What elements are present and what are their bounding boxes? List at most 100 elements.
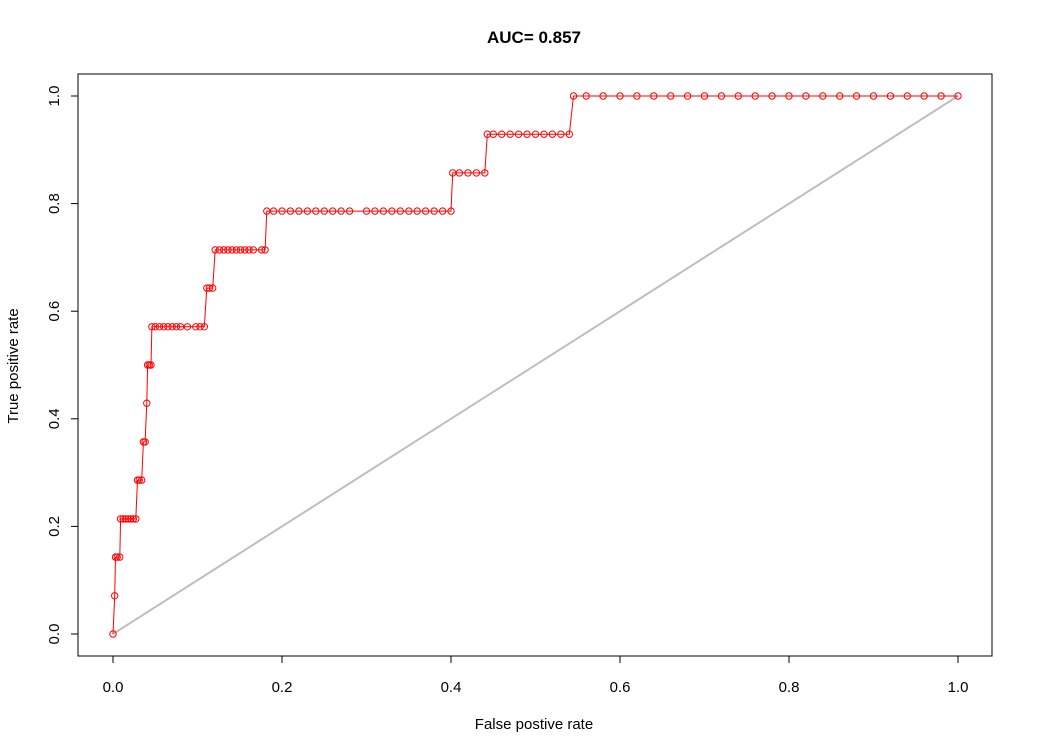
roc-point bbox=[396, 207, 404, 215]
roc-point bbox=[129, 515, 138, 523]
roc-point bbox=[232, 246, 241, 254]
roc-point bbox=[388, 207, 396, 215]
roc-point bbox=[329, 207, 337, 215]
roc-point bbox=[205, 284, 214, 292]
roc-point bbox=[113, 553, 121, 561]
y-tick-label: 0.6 bbox=[46, 301, 63, 322]
roc-point bbox=[506, 130, 514, 138]
roc-point bbox=[132, 515, 140, 523]
roc-point bbox=[362, 207, 371, 215]
chart-title: AUC= 0.857 bbox=[487, 28, 581, 47]
roc-point bbox=[116, 553, 124, 561]
roc-point bbox=[464, 169, 472, 177]
roc-point bbox=[531, 130, 540, 138]
y-tick-label: 1.0 bbox=[46, 86, 63, 107]
roc-point bbox=[548, 130, 557, 138]
roc-point bbox=[211, 246, 219, 254]
roc-point bbox=[540, 130, 548, 138]
roc-point bbox=[269, 207, 278, 215]
roc-point bbox=[405, 207, 413, 215]
roc-point bbox=[523, 130, 531, 138]
roc-point bbox=[228, 246, 236, 254]
roc-point bbox=[168, 323, 176, 331]
roc-point bbox=[886, 92, 895, 100]
roc-point bbox=[203, 284, 211, 292]
roc-point bbox=[200, 323, 209, 331]
roc-point bbox=[836, 92, 844, 100]
series-layer bbox=[109, 92, 962, 638]
roc-point bbox=[650, 92, 658, 100]
x-axis: 0.0 0.2 0.4 0.6 0.8 1.0 bbox=[103, 655, 969, 696]
roc-point bbox=[616, 92, 624, 100]
roc-point bbox=[303, 207, 312, 215]
roc-point bbox=[109, 630, 117, 638]
roc-point bbox=[122, 515, 130, 523]
roc-point bbox=[413, 207, 421, 215]
roc-point bbox=[569, 92, 578, 100]
x-tick-label: 0.6 bbox=[610, 679, 631, 696]
roc-point bbox=[124, 515, 132, 523]
roc-point bbox=[224, 246, 232, 254]
roc-point bbox=[320, 207, 328, 215]
roc-point bbox=[261, 246, 269, 254]
roc-point bbox=[379, 207, 388, 215]
roc-point bbox=[192, 323, 200, 331]
roc-point bbox=[734, 92, 742, 100]
roc-point bbox=[209, 284, 217, 292]
roc-point bbox=[472, 169, 481, 177]
x-tick-label: 1.0 bbox=[948, 679, 969, 696]
roc-point bbox=[683, 92, 692, 100]
roc-point bbox=[278, 207, 286, 215]
roc-point bbox=[421, 207, 430, 215]
roc-point bbox=[700, 92, 709, 100]
roc-point bbox=[371, 207, 379, 215]
roc-point bbox=[164, 323, 172, 331]
roc-point bbox=[135, 476, 143, 484]
roc-point bbox=[852, 92, 861, 100]
roc-point bbox=[183, 323, 192, 331]
roc-point bbox=[768, 92, 776, 100]
x-tick-label: 0.2 bbox=[272, 679, 293, 696]
roc-point bbox=[430, 207, 438, 215]
roc-point bbox=[819, 92, 827, 100]
roc-point bbox=[160, 323, 168, 331]
roc-point bbox=[337, 207, 345, 215]
roc-point bbox=[565, 130, 573, 138]
roc-point bbox=[937, 92, 945, 100]
roc-point bbox=[481, 169, 489, 177]
roc-point bbox=[151, 323, 160, 331]
roc-point bbox=[802, 92, 810, 100]
roc-point bbox=[954, 92, 962, 100]
y-axis: 0.0 0.2 0.4 0.6 0.8 1.0 bbox=[46, 86, 79, 645]
y-tick-label: 0.8 bbox=[46, 193, 63, 214]
roc-point bbox=[116, 515, 125, 523]
roc-point bbox=[447, 207, 455, 215]
y-tick-label: 0.0 bbox=[46, 624, 63, 645]
roc-point bbox=[599, 92, 607, 100]
reference-diagonal bbox=[112, 95, 959, 635]
roc-point bbox=[111, 592, 119, 600]
roc-point bbox=[498, 130, 506, 138]
roc-point bbox=[455, 169, 464, 177]
roc-point bbox=[557, 130, 565, 138]
roc-point bbox=[147, 361, 155, 369]
x-tick-label: 0.0 bbox=[103, 679, 124, 696]
roc-point bbox=[633, 92, 641, 100]
x-tick-label: 0.4 bbox=[441, 679, 462, 696]
roc-point bbox=[241, 246, 249, 254]
roc-point bbox=[869, 92, 878, 100]
roc-point bbox=[345, 207, 354, 215]
roc-point bbox=[196, 323, 204, 331]
roc-point bbox=[155, 323, 164, 331]
roc-point bbox=[245, 246, 253, 254]
roc-point bbox=[751, 92, 759, 100]
roc-point bbox=[249, 246, 258, 254]
y-tick-label: 0.2 bbox=[46, 516, 63, 537]
diagonal-line bbox=[112, 95, 959, 635]
roc-point bbox=[148, 323, 156, 331]
roc-point bbox=[903, 92, 911, 100]
y-tick-label: 0.4 bbox=[46, 408, 63, 429]
roc-point bbox=[143, 399, 151, 407]
roc-point bbox=[312, 207, 320, 215]
